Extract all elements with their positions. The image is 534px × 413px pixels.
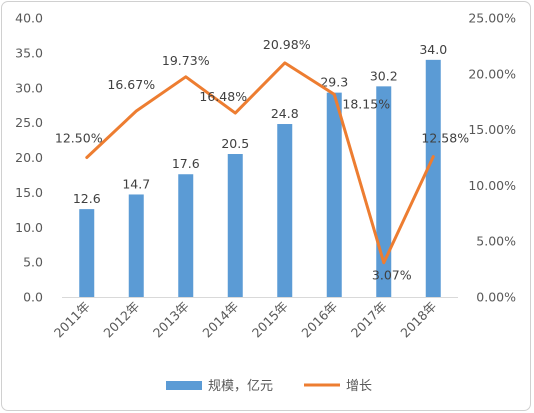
growth-value-label: 12.50% <box>55 131 103 146</box>
bar-value-label: 34.0 <box>419 42 447 57</box>
x-tick-label: 2018年 <box>397 299 439 341</box>
bar-series <box>79 59 441 298</box>
bar <box>128 194 144 297</box>
bar-value-label: 29.3 <box>320 75 348 90</box>
growth-value-label: 3.07% <box>372 268 412 283</box>
bar <box>227 154 243 297</box>
growth-value-label: 16.67% <box>107 77 155 92</box>
y-left-tick-label: 40.0 <box>15 11 43 26</box>
growth-value-label: 20.98% <box>263 37 311 52</box>
y-right-tick-label: 0.00% <box>476 290 516 305</box>
y-left-tick-label: 15.0 <box>15 185 43 200</box>
x-tick-label: 2013年 <box>150 299 192 341</box>
y-left-tick-label: 5.0 <box>23 255 43 270</box>
bar-data-labels: 12.6 14.7 17.6 20.5 24.8 29.3 30.2 34.0 <box>73 42 447 206</box>
growth-value-label: 19.73% <box>162 53 210 68</box>
x-tick-label: 2012年 <box>100 299 142 341</box>
y-right-tick-label: 10.00% <box>468 178 516 193</box>
bar <box>79 209 95 297</box>
bar <box>376 86 392 297</box>
bar-value-label: 30.2 <box>370 68 398 83</box>
legend-bar-label: 规模，亿元 <box>208 379 273 394</box>
y-left-tick-label: 10.0 <box>15 220 43 235</box>
bar-value-label: 17.6 <box>172 156 200 171</box>
y-left-tick-label: 35.0 <box>15 45 43 60</box>
y-left-tick-label: 0.0 <box>23 290 43 305</box>
y-left-tick-label: 20.0 <box>15 150 43 165</box>
y-left-axis: 0.0 5.0 10.0 15.0 20.0 25.0 30.0 35.0 40.0 <box>15 11 43 305</box>
x-tick-label: 2011年 <box>51 299 93 341</box>
y-right-tick-label: 25.00% <box>468 11 516 26</box>
x-tick-label: 2016年 <box>298 299 340 341</box>
y-left-tick-label: 25.0 <box>15 115 43 130</box>
legend: 规模，亿元 增长 <box>166 379 372 394</box>
bar <box>277 124 293 298</box>
line-data-labels: 12.50% 16.67% 19.73% 16.48% 20.98% 18.15% 3.07… <box>55 37 469 283</box>
y-left-tick-label: 30.0 <box>15 80 43 95</box>
y-right-tick-label: 15.00% <box>468 122 516 137</box>
y-right-tick-label: 20.00% <box>468 66 516 81</box>
growth-line <box>85 61 435 265</box>
growth-value-label: 18.15% <box>342 96 390 111</box>
bar-value-label: 20.5 <box>221 136 249 151</box>
growth-value-label: 16.48% <box>199 89 247 104</box>
bar-value-label: 24.8 <box>271 106 299 121</box>
y-right-tick-label: 5.00% <box>476 234 516 249</box>
y-right-axis: 0.00% 5.00% 10.00% 15.00% 20.00% 25.00% <box>468 11 516 305</box>
x-axis: 2011年 2012年 2013年 2014年 2015年 2016年 2017年 2018年 <box>51 299 439 341</box>
legend-line-label: 增长 <box>346 379 372 394</box>
legend-bar-swatch <box>166 381 202 390</box>
growth-value-label: 12.58% <box>421 131 469 146</box>
bar <box>326 92 342 297</box>
x-tick-label: 2017年 <box>348 299 390 341</box>
x-tick-label: 2014年 <box>199 299 241 341</box>
x-tick-label: 2015年 <box>249 299 291 341</box>
bar-value-label: 14.7 <box>122 176 150 191</box>
bar-value-label: 12.6 <box>73 191 101 206</box>
bar <box>425 59 441 297</box>
bar <box>178 174 194 297</box>
